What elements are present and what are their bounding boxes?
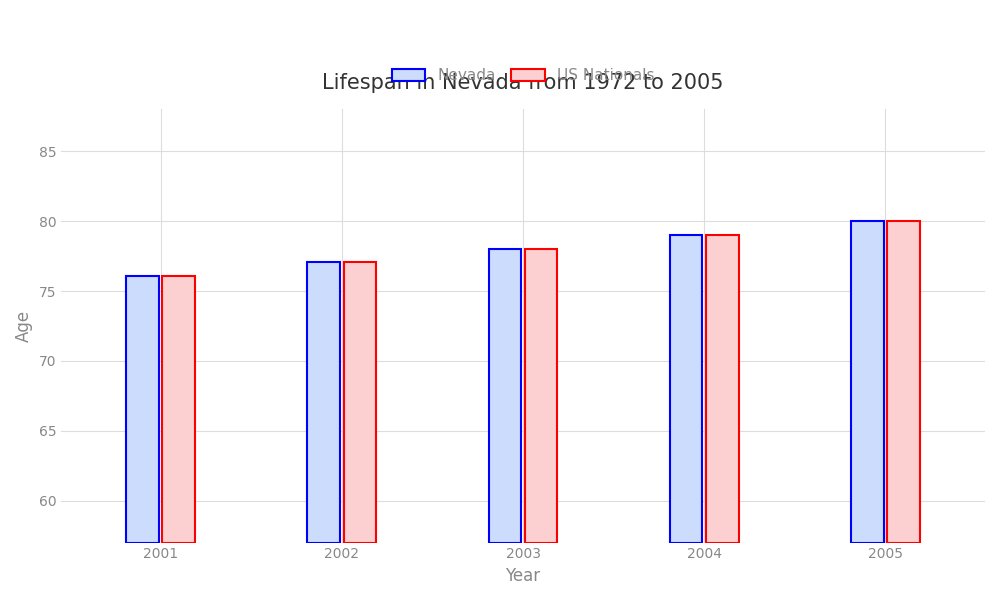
Bar (344, 262, 376, 542)
Bar (307, 262, 340, 542)
Bar (851, 221, 884, 542)
Legend: Nevada, US Nationals: Nevada, US Nationals (384, 61, 662, 91)
Title: Lifespan in Nevada from 1972 to 2005: Lifespan in Nevada from 1972 to 2005 (322, 73, 724, 92)
Bar (489, 249, 521, 542)
Bar (670, 235, 702, 542)
Bar (887, 221, 920, 542)
Bar (525, 249, 557, 542)
Bar (706, 235, 739, 542)
X-axis label: Year: Year (505, 567, 541, 585)
Bar (126, 275, 159, 542)
Y-axis label: Age: Age (15, 310, 33, 342)
Bar (162, 275, 195, 542)
